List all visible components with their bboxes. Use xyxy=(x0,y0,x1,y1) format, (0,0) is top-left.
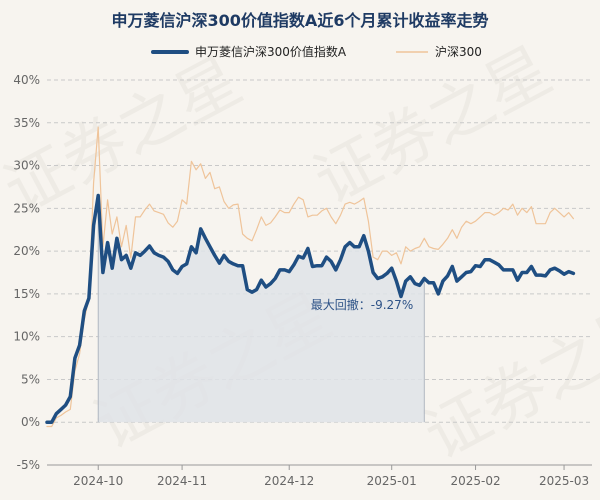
x-tick-label: 2025-01 xyxy=(367,474,417,488)
x-tick-label: 2025-03 xyxy=(539,474,589,488)
x-axis: 2024-10 2024-11 2024-12 2025-01 2025-02 2025-… xyxy=(47,464,592,488)
series-line-index xyxy=(46,126,575,428)
y-tick-label: -5% xyxy=(17,458,40,472)
y-axis: -5% 0% 5% 10% 15% 20% 25% 30% 35% 40% xyxy=(13,73,40,472)
y-tick-label: 10% xyxy=(13,330,40,344)
y-tick-label: 5% xyxy=(21,372,40,386)
series-line-fund xyxy=(45,193,576,424)
y-tick-label: 25% xyxy=(13,201,40,215)
y-tick-label: 15% xyxy=(13,287,40,301)
x-tick-label: 2024-10 xyxy=(73,474,123,488)
x-tick-label: 2025-02 xyxy=(450,474,500,488)
legend-label-fund: 申万菱信沪深300价值指数A xyxy=(195,44,347,59)
y-tick-label: 30% xyxy=(13,159,40,173)
drawdown-shade xyxy=(97,195,425,423)
y-tick-label: 40% xyxy=(13,73,40,87)
y-tick-label: 0% xyxy=(21,415,40,429)
x-tick-label: 2024-11 xyxy=(157,474,207,488)
max-drawdown-label: 最大回撤：-9.27% xyxy=(311,297,413,312)
y-tick-label: 20% xyxy=(13,244,40,258)
watermark-text: 证券之星 xyxy=(303,34,564,220)
series xyxy=(45,126,576,428)
chart-title: 申万菱信沪深300价值指数A近6个月累计收益率走势 xyxy=(112,11,489,30)
legend-label-index: 沪深300 xyxy=(435,45,482,59)
drawdown-area xyxy=(98,195,425,423)
x-tick-label: 2024-12 xyxy=(264,474,314,488)
watermark-text: 证券之星 xyxy=(413,289,600,475)
legend: 申万菱信沪深300价值指数A 沪深300 xyxy=(151,44,482,59)
y-tick-label: 35% xyxy=(13,116,40,130)
